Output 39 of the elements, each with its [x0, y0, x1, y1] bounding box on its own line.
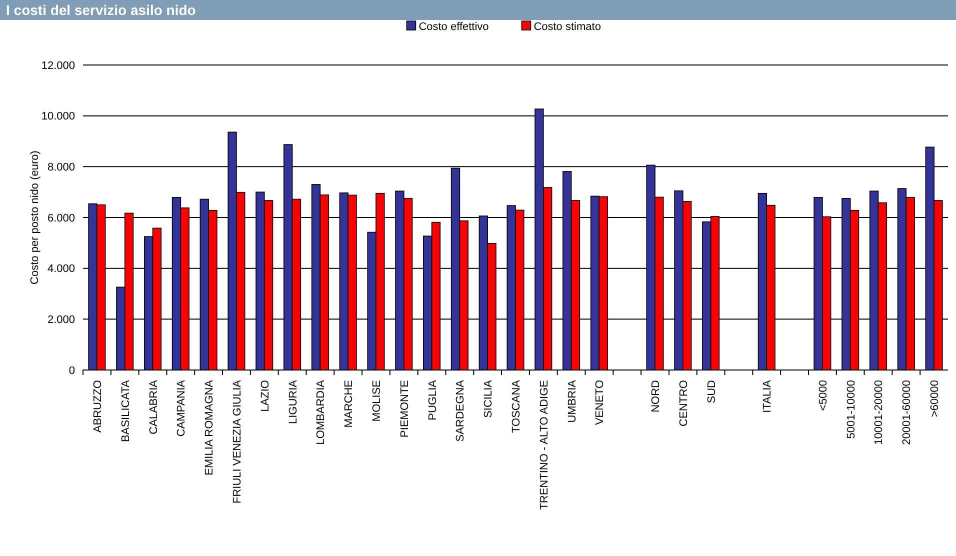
- x-tick-label: <5000: [817, 380, 830, 411]
- y-tick-label: 2.000: [47, 314, 75, 326]
- x-tick-label: VENETO: [594, 380, 606, 426]
- y-tick-label: 10.000: [41, 110, 75, 123]
- x-tick-label: MARCHE: [343, 380, 356, 428]
- x-tick-label: NORD: [650, 380, 662, 412]
- x-tick-label: ITALIA: [762, 379, 774, 413]
- x-tick-label: 5001-10000: [845, 380, 858, 439]
- chart-title: I costi del servizio asilo nido: [6, 2, 196, 18]
- x-tick-label: CAMPANIA: [176, 379, 188, 437]
- x-tick-label: LIGURIA: [287, 379, 300, 424]
- x-tick-label: MOLISE: [370, 380, 383, 422]
- y-tick-label: 8.000: [47, 162, 75, 174]
- x-tick-label: UMBRIA: [566, 379, 578, 423]
- x-tick-label: SUD: [706, 380, 718, 404]
- x-tick-label: LOMBARDIA: [315, 379, 328, 445]
- y-tick-label: 12.000: [41, 60, 75, 72]
- x-tick-label: 20001-60000: [901, 380, 914, 445]
- x-tick-label: TOSCANA: [510, 379, 522, 433]
- y-tick-label: 0: [68, 364, 75, 377]
- y-tick-label: 6.000: [47, 212, 75, 224]
- x-tick-label: SARDEGNA: [454, 379, 467, 442]
- y-axis-title: Costo per posto nido (euro): [29, 150, 41, 284]
- x-tick-label: PUGLIA: [426, 379, 439, 420]
- x-tick-label: BASILICATA: [120, 379, 132, 442]
- x-tick-label: >60000: [929, 380, 942, 418]
- legend-label: Costo stimato: [534, 21, 601, 33]
- x-tick-label: SICILIA: [482, 379, 495, 418]
- x-tick-label: CENTRO: [678, 380, 690, 426]
- legend-label: Costo effettivo: [418, 21, 489, 33]
- x-tick-label: ABRUZZO: [92, 380, 104, 433]
- x-tick-label: CALABRIA: [148, 379, 160, 434]
- x-tick-label: FRIULI VENEZIA GIULIA: [231, 379, 244, 504]
- x-tick-label: EMILIA ROMAGNA: [204, 379, 216, 476]
- x-tick-label: PIEMONTE: [398, 380, 411, 438]
- x-tick-label: LAZIO: [259, 380, 272, 412]
- y-tick-label: 4.000: [47, 263, 75, 276]
- x-tick-label: TRENTINO - ALTO ADIGE: [538, 380, 550, 510]
- x-tick-label: 10001-20000: [873, 380, 886, 445]
